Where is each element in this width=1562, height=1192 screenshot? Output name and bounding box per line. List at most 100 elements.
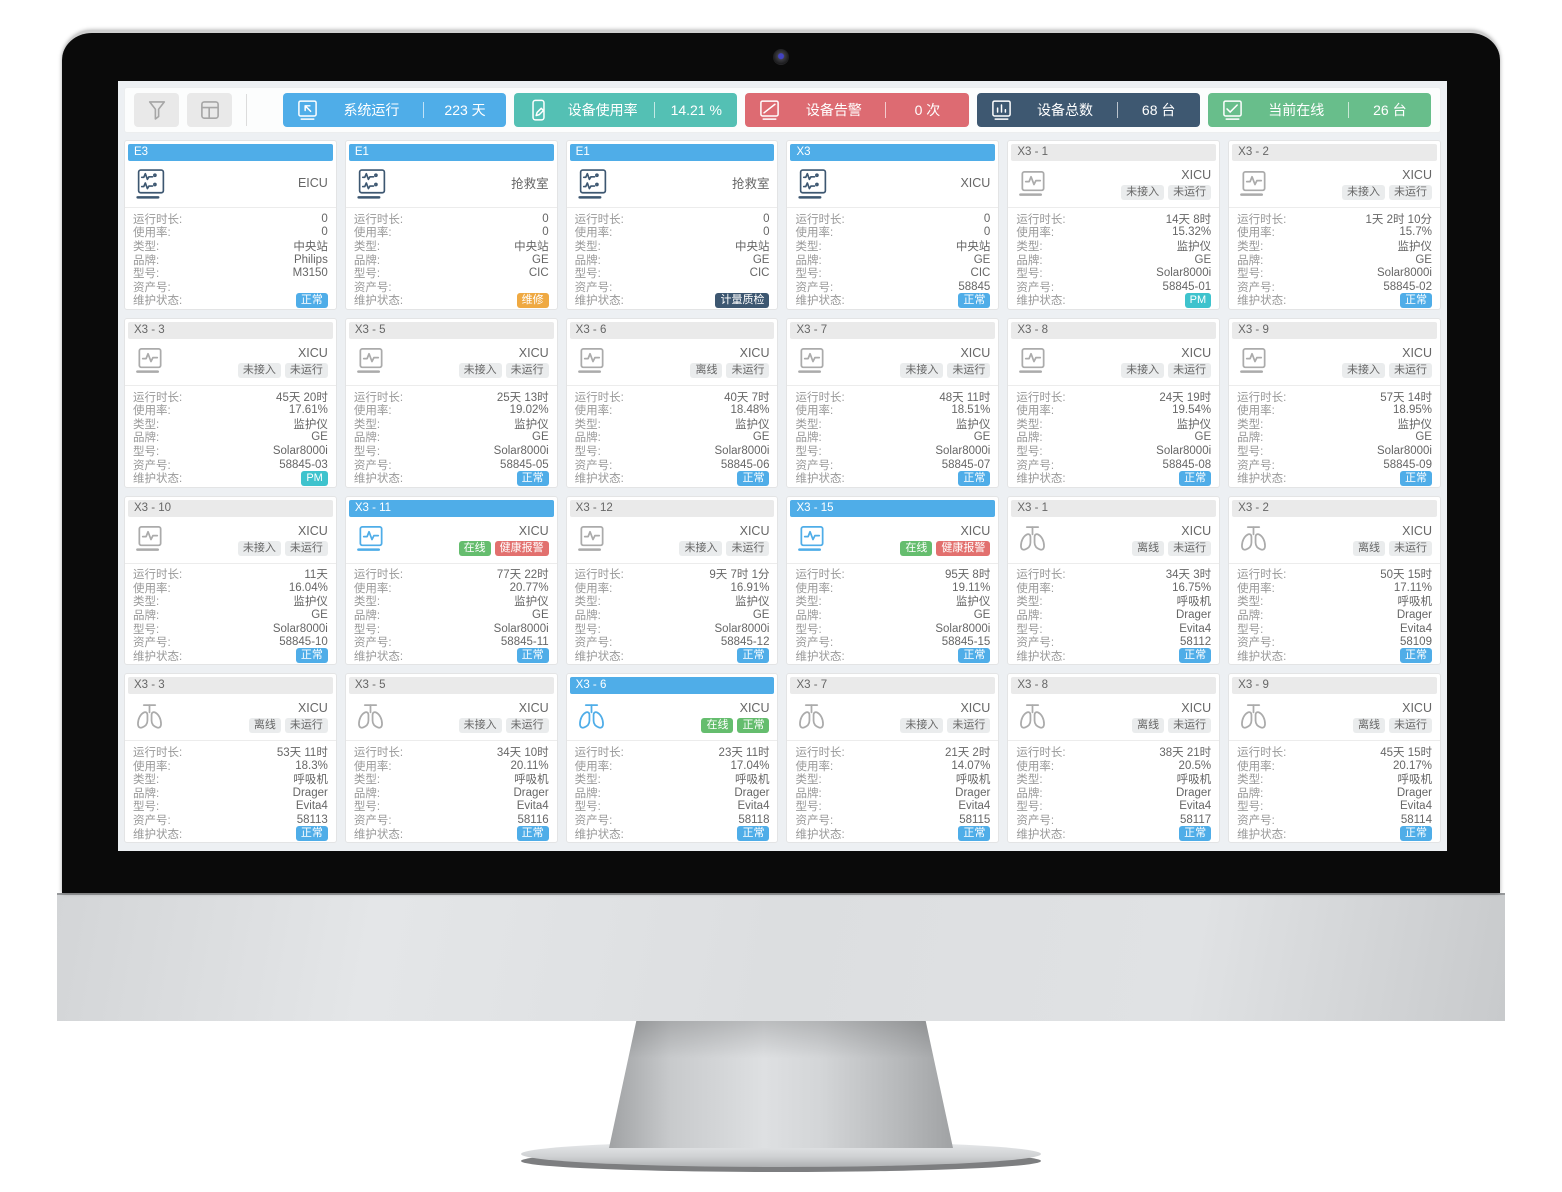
device-card[interactable]: X3 - 9 XICU 未接入 未运行 运行时长: 57天 14时 使用率: 18.95…: [1228, 317, 1441, 488]
field-value: Drager: [955, 786, 991, 799]
field-value: Solar8000i: [1377, 267, 1432, 280]
device-card[interactable]: X3 - 8 XICU 未接入 未运行 运行时长: 24天 19时 使用率: 19.54…: [1007, 317, 1221, 488]
field-value: 0: [763, 226, 770, 239]
device-card[interactable]: X3 - 2 XICU 未接入 未运行 运行时长: 1天 2时 10分 使用率: 15.…: [1228, 140, 1441, 310]
maintenance-badge: 正常: [295, 826, 328, 842]
field-label: 运行时长:: [574, 747, 624, 760]
status-badge: 离线: [248, 718, 281, 734]
status-badge: 健康报警: [936, 540, 991, 556]
device-card-title: E1: [348, 144, 554, 161]
field-row: 维护状态: 正常: [575, 470, 770, 486]
device-card[interactable]: X3 - 10 XICU 未接入 未运行 运行时长: 11天 使用率: 16.04% 类型…: [124, 495, 337, 666]
field-label: 维护状态:: [353, 828, 404, 841]
field-row: 型号: Solar8000i: [795, 622, 990, 636]
field-row: 使用率: 18.95%: [1237, 403, 1432, 417]
device-card[interactable]: E1 抢救室 运行时长: 0 使用率: 0 类型: 中央站 品牌: GE 型号: CIC 资产号: 维…: [565, 140, 779, 310]
field-label: 型号:: [1016, 623, 1043, 636]
field-row: 使用率: 16.91%: [575, 581, 770, 595]
field-row: 资产号:: [354, 280, 549, 294]
dashboard-screen: 系统运行 223 天 设备使用率 14.21 % 设备告警 0 次 设备总数 6…: [118, 81, 1447, 851]
field-label: 型号:: [795, 623, 822, 636]
field-row: 运行时长: 14天 8时: [1016, 212, 1211, 226]
field-label: 资产号:: [1237, 637, 1275, 650]
maintenance-badge: PM: [1184, 292, 1212, 308]
device-card[interactable]: X3 - 6 XICU 离线 未运行 运行时长: 40天 7时 使用率: 18.48% 类…: [565, 317, 779, 488]
field-row: 运行时长: 95天 8时: [795, 568, 990, 581]
field-value: 0: [321, 212, 328, 225]
maintenance-badge: PM: [301, 470, 328, 486]
field-value: GE: [752, 431, 770, 444]
filter-button[interactable]: [134, 93, 179, 127]
device-card[interactable]: X3 - 5 XICU 未接入 未运行 运行时长: 25天 13时 使用率: 19.02…: [344, 317, 558, 488]
field-label: 类型:: [1237, 240, 1264, 253]
field-row: 资产号:: [575, 280, 770, 294]
device-icon: [354, 701, 387, 734]
device-card[interactable]: X3 - 6 XICU 在线 正常 运行时长: 23天 11时 使用率: 17.04% 类…: [565, 673, 779, 843]
field-row: 类型: 监护仪: [575, 417, 770, 431]
stat-value: 0 次: [914, 102, 941, 118]
field-row: 类型: 监护仪: [795, 417, 990, 431]
device-card[interactable]: X3 - 8 XICU 离线 未运行 运行时长: 38天 21时 使用率: 20.5% 类…: [1007, 673, 1221, 843]
field-row: 型号: Solar8000i: [1016, 444, 1211, 458]
device-card[interactable]: X3 - 1 XICU 未接入 未运行 运行时长: 14天 8时 使用率: 15.32%…: [1007, 140, 1221, 310]
device-card[interactable]: X3 XICU 运行时长: 0 使用率: 0 类型: 中央站 品牌: GE 型号: CIC 资产号:…: [786, 140, 1000, 310]
stat-value: 68 台: [1141, 102, 1176, 118]
device-card-title: X3 - 7: [790, 321, 996, 339]
device-card[interactable]: X3 - 9 XICU 离线 未运行 运行时长: 45天 15时 使用率: 20.17%…: [1228, 673, 1441, 843]
device-card[interactable]: X3 - 12 XICU 未接入 未运行 运行时长: 9天 7时 1分 使用率: 16.…: [565, 495, 779, 666]
maintenance-badge: 正常: [958, 292, 991, 308]
field-label: 运行时长:: [1016, 747, 1066, 760]
field-value: 18.51%: [951, 404, 991, 417]
field-label: 品牌:: [795, 787, 822, 800]
device-card[interactable]: X3 - 3 XICU 离线 未运行 运行时长: 53天 11时 使用率: 18.3% 类…: [124, 673, 337, 843]
field-value: 34天 3时: [1165, 569, 1212, 582]
device-card[interactable]: X3 - 2 XICU 离线 未运行 运行时长: 50天 15时 使用率: 17.11%…: [1228, 495, 1441, 666]
field-row: 使用率: 18.3%: [133, 759, 328, 773]
device-card-title: E1: [569, 144, 775, 161]
field-value: Solar8000i: [714, 444, 770, 457]
field-label: 型号:: [353, 623, 381, 636]
field-value: Evita4: [295, 800, 328, 813]
field-label: 维护状态:: [1016, 295, 1066, 308]
device-card[interactable]: X3 - 15 XICU 在线 健康报警 运行时长: 95天 8时 使用率: 19.11…: [786, 495, 1000, 666]
field-value: 监护仪: [293, 596, 328, 609]
device-location: XICU: [1402, 701, 1432, 716]
device-fields: 运行时长: 0 使用率: 0 类型: 中央站 品牌: GE 型号: CIC 资产号: 维护状态: 计量质…: [566, 207, 778, 309]
status-badges: 未接入 未运行: [679, 540, 770, 556]
field-value: Evita4: [737, 800, 770, 813]
field-row: 品牌: GE: [133, 608, 328, 622]
field-row: 使用率: 15.32%: [1016, 226, 1211, 239]
stat-value: 14.21 %: [670, 102, 722, 118]
device-card[interactable]: X3 - 5 XICU 未接入 未运行 运行时长: 34天 10时 使用率: 20.11…: [344, 673, 558, 843]
field-row: 使用率: 18.51%: [795, 403, 990, 417]
device-card-title: X3 - 8: [1011, 677, 1217, 695]
device-card[interactable]: X3 - 11 XICU 在线 健康报警 运行时长: 77天 22时 使用率: 20.7…: [344, 495, 558, 666]
field-label: 资产号:: [1237, 815, 1275, 828]
stat-divider: [422, 102, 424, 118]
field-value: 监护仪: [955, 418, 991, 431]
device-card[interactable]: X3 - 3 XICU 未接入 未运行 运行时长: 45天 20时 使用率: 17.61…: [124, 317, 337, 488]
field-value: 58117: [1180, 814, 1212, 827]
field-label: 使用率:: [133, 227, 171, 240]
field-row: 类型: 呼吸机: [795, 772, 990, 786]
field-label: 型号:: [1016, 445, 1043, 458]
field-value: 58845-11: [500, 636, 549, 649]
field-label: 使用率:: [1237, 227, 1275, 240]
status-badge: 未运行: [947, 362, 991, 378]
device-card[interactable]: E1 抢救室 运行时长: 0 使用率: 0 类型: 中央站 品牌: GE 型号: CIC 资产号: 维…: [344, 140, 558, 310]
device-card-title: X3 - 3: [128, 677, 333, 695]
device-card[interactable]: X3 - 1 XICU 离线 未运行 运行时长: 34天 3时 使用率: 16.75% 类…: [1007, 495, 1221, 666]
device-card[interactable]: X3 - 7 XICU 未接入 未运行 运行时长: 48天 11时 使用率: 18.51…: [786, 317, 1000, 488]
device-card[interactable]: E3 EICU 运行时长: 0 使用率: 0 类型: 中央站 品牌: Philips 型号: M3…: [124, 140, 337, 310]
device-location: XICU: [960, 175, 991, 190]
layout-button[interactable]: [187, 93, 232, 127]
field-row: 型号: Solar8000i: [354, 444, 549, 458]
device-card[interactable]: X3 - 7 XICU 未接入 未运行 运行时长: 21天 2时 使用率: 14.07%…: [786, 673, 1000, 843]
field-row: 类型: 监护仪: [133, 417, 328, 431]
field-label: 品牌:: [1237, 432, 1264, 445]
field-value: 21天 2时: [944, 747, 991, 760]
toolbar-divider: [246, 94, 247, 126]
device-fields: 运行时长: 77天 22时 使用率: 20.77% 类型: 监护仪 品牌: GE 型号: Sola…: [345, 562, 557, 665]
field-row: 维护状态: 正常: [575, 826, 770, 842]
field-label: 型号:: [133, 623, 160, 636]
